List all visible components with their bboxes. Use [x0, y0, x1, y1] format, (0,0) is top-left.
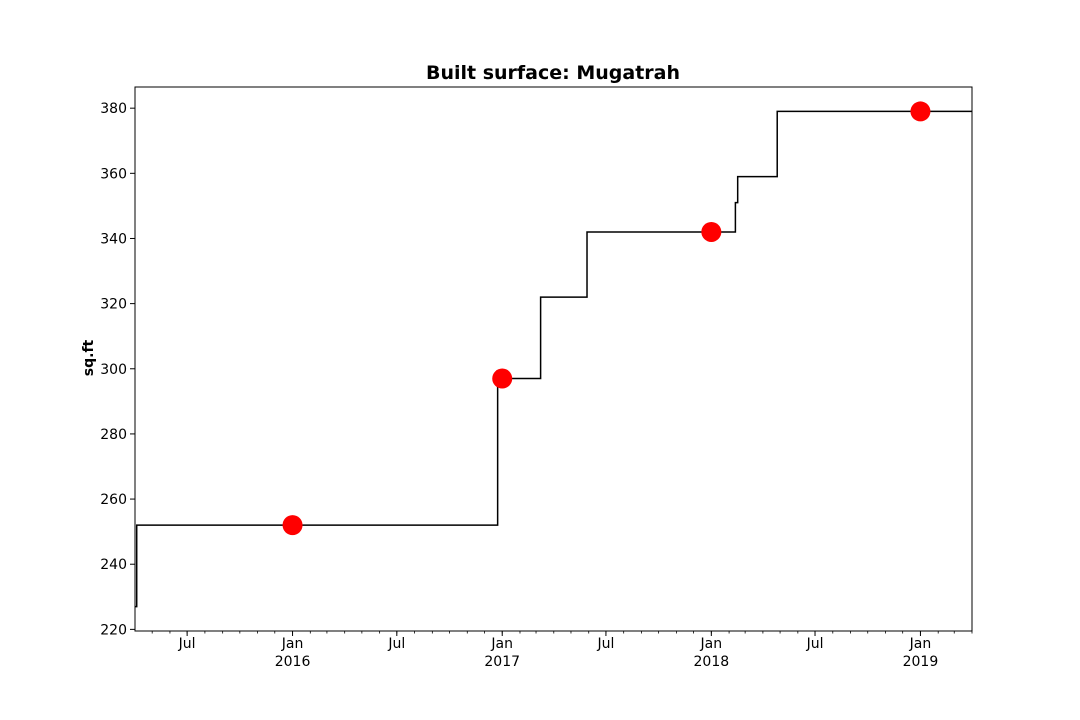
data-point-marker [701, 221, 722, 242]
y-tick-label: 340 [100, 231, 127, 247]
plot-area [135, 101, 972, 608]
x-tick-label: Jul [178, 636, 196, 652]
x-tick-label: Jan [700, 636, 723, 652]
y-tick-label: 300 [100, 362, 127, 378]
x-tick-label: Jul [387, 636, 405, 652]
x-tick-year-label: 2016 [275, 654, 311, 670]
x-tick-label: Jan [490, 636, 513, 652]
data-point-marker [282, 515, 303, 536]
y-tick-label: 260 [100, 492, 127, 508]
axes: 220 240 260 280 300 320 340 360 380 Jul Jan 2016 Jul… [100, 86, 973, 670]
y-tick-label: 320 [100, 297, 127, 313]
x-tick-year-label: 2017 [484, 654, 520, 670]
y-tick-label: 220 [100, 622, 127, 638]
x-tick-label: Jul [596, 636, 614, 652]
y-tick-label: 280 [100, 427, 127, 443]
plot-frame [134, 86, 973, 632]
x-tick-label: Jan [909, 636, 932, 652]
y-tick-label: 240 [100, 557, 127, 573]
x-tick-year-label: 2019 [903, 654, 939, 670]
chart-title: Built surface: Mugatrah [426, 62, 680, 84]
y-axis-label: sq.ft [81, 339, 97, 376]
x-tick-year-label: 2018 [694, 654, 730, 670]
step-line [135, 110, 972, 608]
data-point-marker [492, 368, 513, 389]
y-tick-label: 360 [100, 166, 127, 182]
data-point-marker [910, 101, 931, 122]
x-tick-label: Jan [281, 636, 304, 652]
x-tick-label: Jul [806, 636, 824, 652]
y-tick-label: 380 [100, 101, 127, 117]
